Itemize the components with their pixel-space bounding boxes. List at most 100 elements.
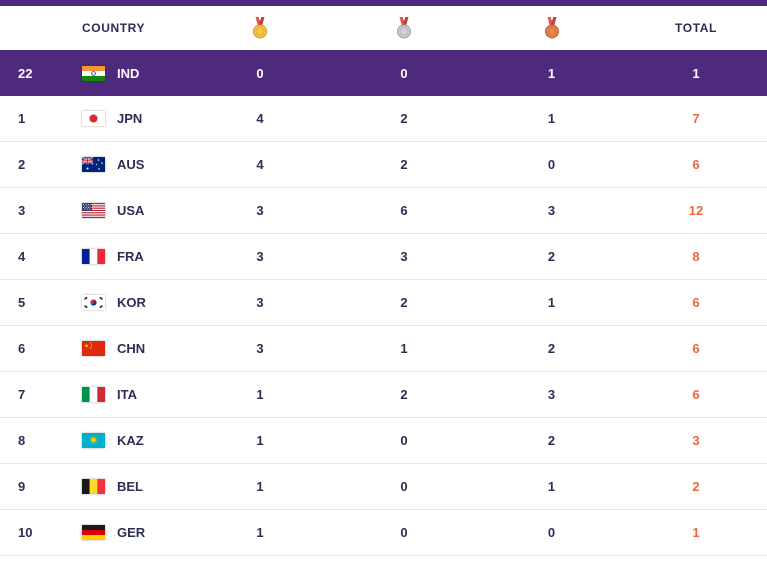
table-row[interactable]: 3 <box>0 188 767 234</box>
silver-count: 2 <box>400 295 408 310</box>
silver-count: 2 <box>400 157 408 172</box>
total-count: 2 <box>692 479 700 494</box>
country-cell: AUS <box>55 157 190 172</box>
rank-cell: 22 <box>18 65 33 81</box>
silver-count: 1 <box>400 341 408 356</box>
japan-flag-icon <box>82 111 105 126</box>
total-count: 1 <box>692 525 700 540</box>
gold-medal-icon <box>252 17 268 39</box>
total-count: 8 <box>692 249 700 264</box>
table-row[interactable]: 2 AUS 4 2 0 6 <box>0 142 767 188</box>
rank-cell: 1 <box>18 111 26 126</box>
silver-count: 2 <box>400 111 408 126</box>
china-flag-icon <box>82 341 105 356</box>
silver-medal-icon <box>396 17 412 39</box>
table-row[interactable]: 4 FRA 3 3 2 8 <box>0 234 767 280</box>
country-code: ITA <box>117 387 137 402</box>
country-cell: IND <box>55 65 190 81</box>
gold-count: 3 <box>256 203 264 218</box>
country-cell: GER <box>55 525 190 540</box>
bronze-count: 1 <box>547 479 556 494</box>
country-cell: FRA <box>55 249 190 264</box>
table-header-row: COUNTRY <box>0 6 767 50</box>
gold-count: 0 <box>256 65 264 81</box>
table-row[interactable]: 7 ITA 1 2 3 6 <box>0 372 767 418</box>
belgium-flag-icon <box>82 479 105 494</box>
bronze-count: 2 <box>547 341 556 356</box>
country-code: KAZ <box>117 433 144 448</box>
rank-cell: 9 <box>18 479 26 494</box>
total-count: 6 <box>692 341 700 356</box>
gold-count: 1 <box>256 525 264 540</box>
rank-cell: 3 <box>18 203 26 218</box>
silver-count: 0 <box>400 525 408 540</box>
germany-flag-icon <box>82 525 105 540</box>
kazakhstan-flag-icon <box>82 433 105 448</box>
table-row[interactable]: 5 KOR 3 2 1 6 <box>0 280 767 326</box>
south-korea-flag-icon <box>82 295 105 310</box>
total-count: 12 <box>688 203 704 218</box>
gold-count: 1 <box>256 433 264 448</box>
total-count: 1 <box>692 65 700 81</box>
rank-cell: 6 <box>18 341 26 356</box>
usa-flag-icon <box>82 203 105 218</box>
country-code: BEL <box>117 479 143 494</box>
country-header: COUNTRY <box>82 21 146 35</box>
bronze-count: 0 <box>547 525 556 540</box>
country-cell: BEL <box>55 479 190 494</box>
gold-column-header <box>190 17 330 39</box>
total-header: TOTAL <box>675 21 717 35</box>
total-count: 6 <box>692 295 700 310</box>
table-row[interactable]: 8 KAZ 1 0 2 3 <box>0 418 767 464</box>
gold-count: 3 <box>256 341 264 356</box>
bronze-count: 0 <box>547 157 556 172</box>
silver-column-header <box>330 17 478 39</box>
gold-count: 3 <box>256 249 264 264</box>
bronze-count: 2 <box>547 433 556 448</box>
bronze-count: 1 <box>547 65 556 81</box>
total-count: 6 <box>692 157 700 172</box>
table-row[interactable]: 10 GER 1 0 0 1 <box>0 510 767 556</box>
bronze-medal-icon <box>544 17 560 39</box>
bronze-count: 1 <box>547 295 556 310</box>
bronze-column-header <box>478 17 625 39</box>
bronze-count: 2 <box>547 249 556 264</box>
total-count: 7 <box>692 111 700 126</box>
table-row[interactable]: 9 BEL 1 0 1 2 <box>0 464 767 510</box>
rank-cell: 2 <box>18 157 26 172</box>
bronze-count: 1 <box>547 111 556 126</box>
country-cell: CHN <box>55 341 190 356</box>
gold-count: 3 <box>256 295 264 310</box>
country-code: CHN <box>117 341 146 356</box>
country-cell: KAZ <box>55 433 190 448</box>
country-cell: JPN <box>55 111 190 126</box>
country-code: IND <box>117 65 140 81</box>
india-flag-icon <box>82 65 105 81</box>
rank-cell: 10 <box>18 525 33 540</box>
rank-cell: 4 <box>18 249 26 264</box>
australia-flag-icon <box>82 157 105 172</box>
silver-count: 6 <box>400 203 408 218</box>
top-accent-bar <box>0 0 767 6</box>
bronze-count: 3 <box>547 387 556 402</box>
table-row[interactable]: 1 JPN 4 2 1 7 <box>0 96 767 142</box>
table-row-highlighted[interactable]: 22 IND 0 0 1 1 <box>0 50 767 96</box>
country-cell: ITA <box>55 387 190 402</box>
gold-count: 4 <box>256 111 264 126</box>
gold-count: 4 <box>256 157 264 172</box>
silver-count: 0 <box>400 65 408 81</box>
silver-count: 0 <box>400 479 408 494</box>
total-count: 6 <box>692 387 700 402</box>
country-cell: USA <box>55 203 190 218</box>
table-row[interactable]: 6 CHN 3 1 2 6 <box>0 326 767 372</box>
rank-cell: 7 <box>18 387 26 402</box>
silver-count: 2 <box>400 387 408 402</box>
gold-count: 1 <box>256 387 264 402</box>
country-code: GER <box>117 525 146 540</box>
silver-count: 3 <box>400 249 408 264</box>
country-code: KOR <box>117 295 146 310</box>
total-count: 3 <box>692 433 700 448</box>
rank-cell: 8 <box>18 433 26 448</box>
country-code: USA <box>117 203 145 218</box>
